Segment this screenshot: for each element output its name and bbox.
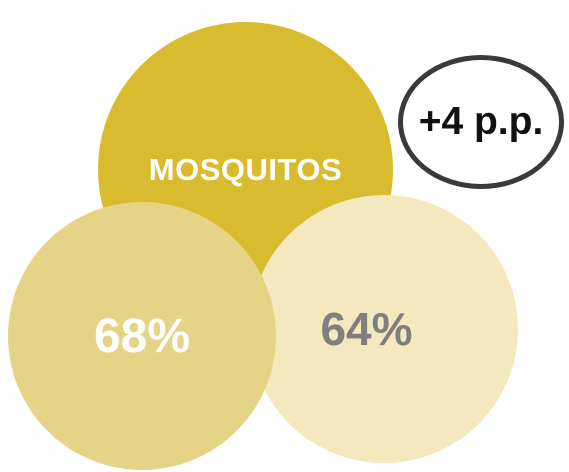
- mosquitos-label: MOSQUITOS: [148, 151, 343, 187]
- percent-68-label: 68%: [93, 309, 191, 363]
- difference-value: +4 p.p.: [418, 100, 544, 143]
- percent-64-circle: 64%: [250, 195, 518, 463]
- percent-68-circle: 68%: [8, 202, 276, 470]
- difference-badge: +4 p.p.: [398, 55, 564, 189]
- percent-64-label: 64%: [320, 303, 413, 355]
